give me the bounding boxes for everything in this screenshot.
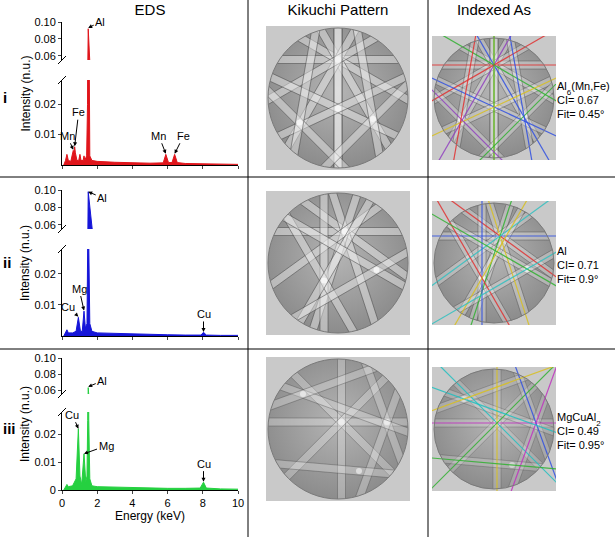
svg-text:4: 4 xyxy=(129,497,135,509)
svg-text:Indexed As: Indexed As xyxy=(457,1,531,18)
svg-text:6: 6 xyxy=(165,497,171,509)
svg-text:CI= 0.49: CI= 0.49 xyxy=(557,425,599,437)
svg-text:CI= 0.71: CI= 0.71 xyxy=(557,259,599,271)
svg-text:ii: ii xyxy=(3,254,11,271)
svg-text:MgCuAl2: MgCuAl2 xyxy=(557,411,601,428)
svg-text:Intensity (n.u.): Intensity (n.u.) xyxy=(18,386,32,462)
svg-text:10: 10 xyxy=(232,497,244,509)
svg-text:0.08: 0.08 xyxy=(34,201,55,213)
svg-text:0.10: 0.10 xyxy=(34,352,55,364)
svg-text:0.02: 0.02 xyxy=(34,268,55,280)
svg-text:EDS: EDS xyxy=(135,1,166,18)
svg-text:Al: Al xyxy=(97,192,107,204)
svg-text:Cu: Cu xyxy=(197,458,211,470)
svg-text:8: 8 xyxy=(200,497,206,509)
svg-text:Intensity (n.u.): Intensity (n.u.) xyxy=(18,225,32,301)
svg-text:Al: Al xyxy=(95,16,105,28)
svg-text:Mn: Mn xyxy=(60,130,75,142)
svg-text:Al: Al xyxy=(97,375,107,387)
svg-text:Mn: Mn xyxy=(151,130,166,142)
svg-text:0: 0 xyxy=(59,497,65,509)
svg-text:0.01: 0.01 xyxy=(34,128,55,140)
svg-text:0.01: 0.01 xyxy=(34,299,55,311)
svg-text:0.10: 0.10 xyxy=(34,184,55,196)
svg-text:Cu: Cu xyxy=(197,308,211,320)
svg-text:0.08: 0.08 xyxy=(34,368,55,380)
svg-text:Fe: Fe xyxy=(177,130,190,142)
svg-text:0.08: 0.08 xyxy=(34,33,55,45)
svg-text:2: 2 xyxy=(94,497,100,509)
svg-text:Mg: Mg xyxy=(72,283,87,295)
svg-text:Fe: Fe xyxy=(72,106,85,118)
svg-text:CI= 0.67: CI= 0.67 xyxy=(557,94,599,106)
svg-text:Cu: Cu xyxy=(61,301,75,313)
svg-text:0.06: 0.06 xyxy=(34,219,55,231)
svg-text:Fit= 0.9°: Fit= 0.9° xyxy=(557,273,598,285)
svg-text:Fit= 0.95°: Fit= 0.95° xyxy=(557,439,605,451)
svg-text:0.02: 0.02 xyxy=(34,98,55,110)
svg-text:Cu: Cu xyxy=(65,409,79,421)
svg-text:0.01: 0.01 xyxy=(34,456,55,468)
svg-text:Al: Al xyxy=(557,245,567,257)
svg-text:Fit= 0.45°: Fit= 0.45° xyxy=(557,108,605,120)
svg-text:0.06: 0.06 xyxy=(34,384,55,396)
svg-text:0: 0 xyxy=(50,484,56,496)
svg-text:0.02: 0.02 xyxy=(34,428,55,440)
svg-text:i: i xyxy=(3,89,7,106)
svg-text:0.06: 0.06 xyxy=(34,50,55,62)
svg-text:Mg: Mg xyxy=(99,440,114,452)
svg-text:iii: iii xyxy=(3,420,16,437)
svg-text:Intensity (n.u.): Intensity (n.u.) xyxy=(19,55,33,131)
svg-text:Energy (keV): Energy (keV) xyxy=(115,509,185,523)
svg-text:0.10: 0.10 xyxy=(34,16,55,28)
svg-text:Al6(Mn,Fe): Al6(Mn,Fe) xyxy=(557,80,610,97)
svg-text:Kikuchi Pattern: Kikuchi Pattern xyxy=(288,1,389,18)
